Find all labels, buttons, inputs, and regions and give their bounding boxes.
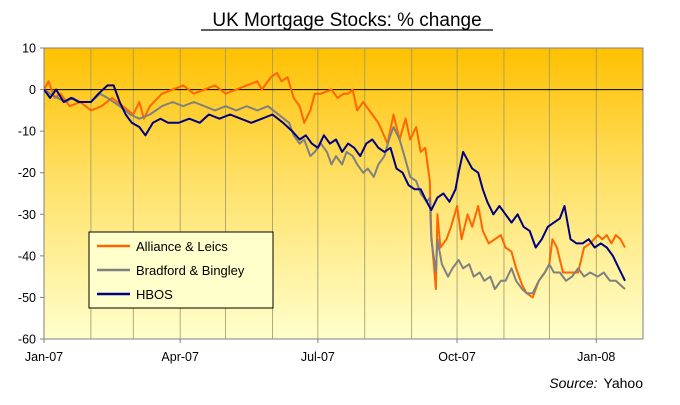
series-line-hbos bbox=[44, 84, 626, 282]
x-tick-label: Apr-07 bbox=[161, 350, 199, 364]
x-tick-label: Jan-07 bbox=[25, 350, 63, 364]
x-tick-label: Oct-07 bbox=[438, 350, 476, 364]
series-line-bradford-bingley bbox=[44, 88, 626, 295]
x-tick-label: Jan-08 bbox=[577, 350, 615, 364]
legend-label-hbos: HBOS bbox=[136, 287, 173, 302]
y-tick-label: -20 bbox=[18, 166, 36, 180]
legend: Alliance & Leics Bradford & Bingley HBOS bbox=[88, 231, 274, 309]
x-axis-ticks: Jan-07 Apr-07 Jul-07 Oct-07 Jan-08 bbox=[25, 339, 615, 364]
y-tick-label: -40 bbox=[18, 249, 36, 263]
y-axis-ticks: 10 0 -10 -20 -30 -40 -50 -60 bbox=[18, 42, 44, 347]
source-name: Yahoo bbox=[604, 375, 644, 391]
source-note: Source: Yahoo bbox=[549, 375, 643, 391]
y-tick-label: -10 bbox=[18, 125, 36, 139]
y-tick-label: 10 bbox=[22, 42, 36, 56]
y-tick-label: -50 bbox=[18, 291, 36, 305]
legend-label-alliance: Alliance & Leics bbox=[136, 239, 228, 254]
y-tick-label: -60 bbox=[18, 333, 36, 347]
chart-title: UK Mortgage Stocks: % change bbox=[212, 10, 481, 31]
series-layer bbox=[44, 71, 626, 299]
y-tick-label: -30 bbox=[18, 208, 36, 222]
legend-label-bradford: Bradford & Bingley bbox=[136, 263, 245, 278]
x-tick-label: Jul-07 bbox=[301, 350, 335, 364]
source-label: Source: bbox=[549, 375, 597, 391]
y-tick-label: 0 bbox=[29, 83, 36, 97]
